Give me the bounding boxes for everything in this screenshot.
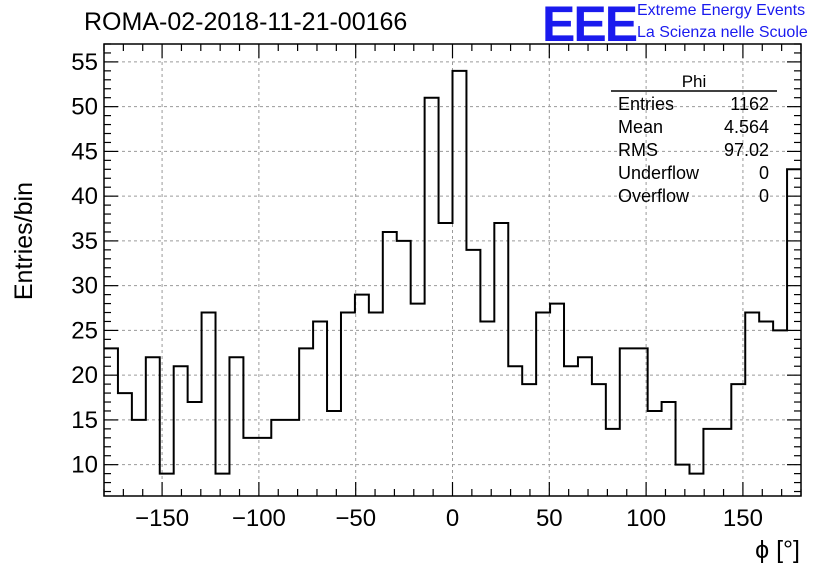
logo-tagline-1: Extreme Energy Events [637, 2, 806, 19]
x-tick-labels: −150 −100 −50 0 50 100 150 [135, 505, 763, 532]
histogram-bins [104, 71, 801, 496]
stats-row-label: Underflow [618, 163, 700, 183]
stats-box: Phi Entries 1162 Mean 4.564 RMS 97.02 Underflo… [611, 72, 777, 206]
y-tick-label: 55 [71, 49, 98, 76]
x-tick-label: −50 [335, 505, 376, 532]
histogram-bin [118, 393, 132, 496]
logo-tagline-2: La Scienza nelle Scuole [637, 24, 808, 41]
page-title: ROMA-02-2018-11-21-00166 [84, 8, 408, 36]
histogram-bin [536, 313, 550, 496]
histogram-bin [411, 304, 425, 496]
histogram-bin [397, 241, 411, 496]
histogram-bin [188, 402, 202, 496]
x-tick-label: 0 [446, 505, 459, 532]
histogram-bin [313, 321, 327, 496]
histogram-bin [773, 330, 787, 496]
y-tick-label: 15 [71, 407, 98, 434]
histogram-bin [592, 384, 606, 496]
histogram-outline [104, 69, 801, 475]
histogram-bin [676, 465, 690, 496]
histogram-bin [480, 321, 494, 496]
histogram-bin [243, 438, 257, 496]
histogram-bin [689, 474, 703, 496]
histogram-bin [355, 295, 369, 496]
stats-row-value: 97.02 [724, 140, 769, 160]
stats-row-value: 4.564 [724, 117, 769, 137]
histogram-bin [174, 366, 188, 496]
histogram-bin [620, 348, 634, 496]
y-tick-label: 25 [71, 317, 98, 344]
histogram-bin [466, 250, 480, 496]
y-tick-label: 10 [71, 452, 98, 479]
stats-row-label: RMS [618, 140, 658, 160]
histogram-bin [425, 98, 439, 496]
x-tick-label: −150 [135, 505, 189, 532]
histogram-bin [229, 357, 243, 496]
histogram-bin [202, 313, 216, 496]
histogram-bin [369, 313, 383, 496]
histogram-bin [703, 429, 717, 496]
axis-ticks [103, 43, 802, 496]
eee-logo: EEE [542, 0, 638, 52]
histogram-bin [494, 223, 508, 496]
x-tick-label: 150 [723, 505, 763, 532]
histogram-bin [717, 429, 731, 496]
histogram-bin [662, 402, 676, 496]
histogram-bin [522, 384, 536, 496]
x-tick-label: 50 [536, 505, 563, 532]
histogram-bin [606, 429, 620, 496]
histogram-bin [271, 420, 285, 496]
stats-row-label: Mean [618, 117, 663, 137]
histogram-bin [508, 366, 522, 496]
histogram-bin [132, 420, 146, 496]
histogram-bin [731, 384, 745, 496]
histogram-bin [299, 348, 313, 496]
histogram-bin [550, 304, 564, 496]
histogram-bin [341, 313, 355, 496]
histogram-bin [285, 420, 299, 496]
stats-row-label: Entries [618, 94, 674, 114]
y-axis-label: Entries/bin [10, 182, 38, 300]
histogram-bin [745, 313, 759, 496]
y-tick-label: 30 [71, 273, 98, 300]
x-axis-label: ϕ [°] [755, 536, 800, 564]
histogram-bin [634, 348, 648, 496]
y-tick-labels: 10 15 20 25 30 35 40 45 50 55 [71, 49, 98, 479]
histogram-bin [759, 321, 773, 496]
y-tick-label: 45 [71, 138, 98, 165]
y-tick-label: 20 [71, 362, 98, 389]
stats-row-value: 1162 [730, 94, 769, 114]
histogram-bin [453, 71, 467, 496]
stats-box-title: Phi [682, 72, 707, 91]
stats-row-value: 0 [759, 163, 769, 183]
y-tick-label: 35 [71, 228, 98, 255]
y-tick-label: 50 [71, 94, 98, 121]
histogram-bin [564, 366, 578, 496]
y-tick-label: 40 [71, 183, 98, 210]
histogram-bin [216, 474, 230, 496]
x-tick-label: −100 [232, 505, 286, 532]
histogram-bin [648, 411, 662, 496]
histogram-bin [383, 232, 397, 496]
x-tick-label: 100 [626, 505, 666, 532]
stats-row-value: 0 [759, 186, 769, 206]
histogram-bin [146, 357, 160, 496]
histogram-bin [327, 411, 341, 496]
stats-row-label: Overflow [618, 186, 690, 206]
histogram-bin [578, 357, 592, 496]
histogram-bin [439, 223, 453, 496]
